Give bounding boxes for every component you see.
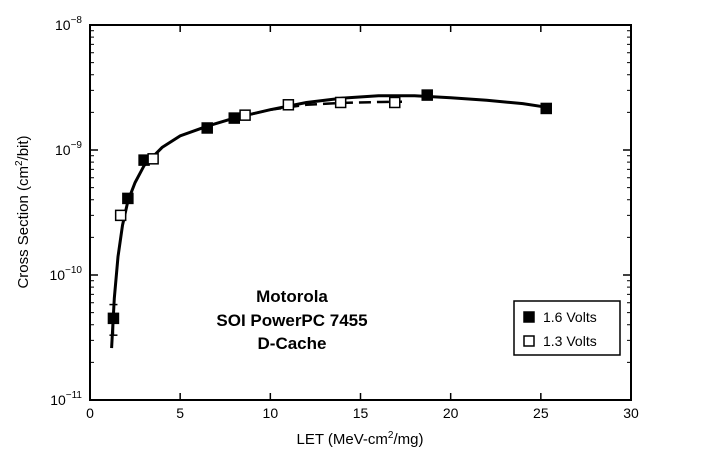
fit-line-series-2	[234, 100, 403, 120]
x-tick-label: 15	[353, 405, 369, 421]
axis-ticks: 0 5 10 15 20 25 30 10−8 10−9 10−10 10−11	[49, 15, 639, 421]
legend-marker-open	[523, 335, 535, 347]
x-tick-label: 0	[86, 405, 94, 421]
fit-lines	[110, 94, 547, 349]
data-point-series-1	[201, 122, 213, 134]
legend-label-series-1: 1.6 Volts	[543, 309, 597, 325]
fit-line-series-1	[110, 94, 547, 349]
legend-label-series-2: 1.3 Volts	[543, 333, 597, 349]
y-tick-label: 10−8	[55, 15, 82, 33]
data-point-series-1	[421, 89, 433, 101]
y-tick-label: 10−10	[49, 265, 82, 283]
x-tick-label: 5	[176, 405, 184, 421]
data-point-series-2	[389, 96, 401, 109]
data-point-series-2	[114, 209, 127, 222]
annotation-line-3: D-Cache	[258, 334, 327, 353]
x-axis-title: LET (MeV-cm2/mg)	[297, 430, 424, 448]
data-markers	[107, 89, 552, 336]
y-axis-title: Cross Section (cm2/bit)	[14, 135, 32, 288]
x-tick-label: 25	[533, 405, 549, 421]
data-point-series-1	[228, 112, 241, 124]
data-point-series-1	[107, 312, 120, 325]
x-tick-label: 20	[443, 405, 459, 421]
y-tick-label: 10−9	[55, 140, 82, 158]
data-point-series-2	[282, 99, 295, 111]
legend-marker-filled	[523, 311, 535, 323]
data-point-series-2	[334, 96, 347, 109]
data-point-series-1	[122, 192, 134, 205]
y-tick-label: 10−11	[50, 390, 82, 408]
annotation-line-2: SOI PowerPC 7455	[216, 311, 367, 330]
x-tick-label: 10	[263, 405, 279, 421]
x-tick-label: 30	[623, 405, 639, 421]
data-point-series-1	[540, 102, 552, 115]
data-point-series-2	[239, 109, 251, 121]
annotation-line-1: Motorola	[256, 287, 328, 306]
data-point-series-2	[147, 153, 159, 165]
legend: 1.6 Volts 1.3 Volts	[513, 300, 621, 356]
annotation: Motorola SOI PowerPC 7455 D-Cache	[216, 287, 367, 353]
